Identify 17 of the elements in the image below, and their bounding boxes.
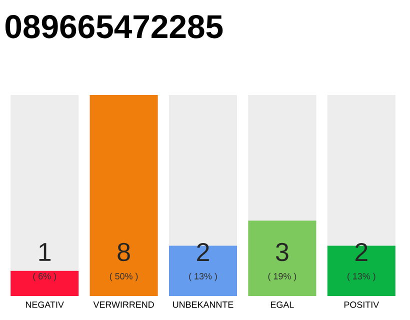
annotation: ( 6% ) [33, 272, 56, 282]
x-tick-label: VERWIRREND [93, 302, 154, 308]
x-tick-label: POSITIV [344, 302, 380, 308]
data-label: 3 [276, 242, 288, 262]
data-label: 8 [118, 242, 130, 262]
x-tick-label: EGAL [270, 302, 294, 308]
annotation: ( 50% ) [110, 272, 138, 282]
data-label: 1 [39, 243, 51, 261]
chart-title: 089665472285 [5, 15, 223, 38]
annotation: ( 13% ) [189, 272, 217, 282]
annotation: ( 13% ) [348, 272, 376, 282]
x-tick-label: UNBEKANNTE [173, 302, 234, 308]
bar [10, 270, 79, 296]
x-tick-label: NEGATIV [26, 302, 64, 308]
data-label: 2 [355, 242, 368, 262]
annotation: ( 19% ) [268, 272, 296, 282]
data-label: 2 [197, 242, 209, 262]
